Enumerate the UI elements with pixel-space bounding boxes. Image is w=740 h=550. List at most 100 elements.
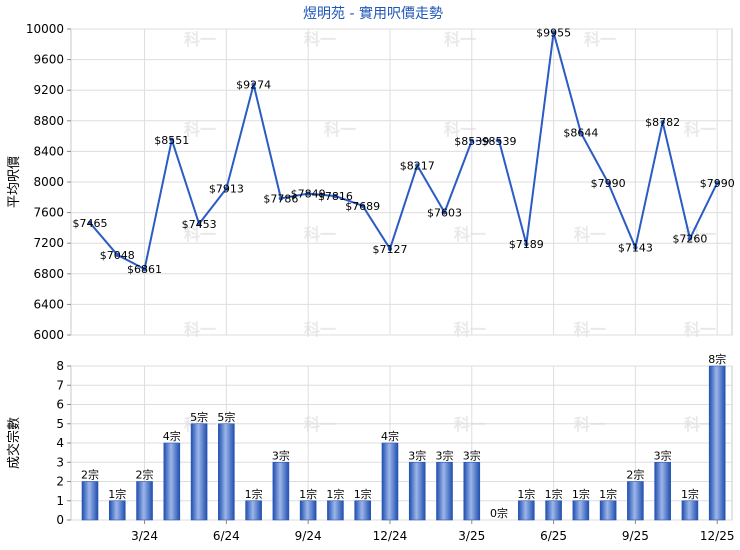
volume-bar xyxy=(81,481,99,521)
volume-bar xyxy=(654,461,671,521)
volume-y-tick-label: 0 xyxy=(56,513,64,527)
price-y-tick-label: 7600 xyxy=(33,206,64,220)
watermark-text: 科一 xyxy=(444,120,476,139)
volume-y-tick-label: 7 xyxy=(56,378,64,392)
price-data-label: $7990 xyxy=(700,177,735,190)
price-point xyxy=(87,220,93,226)
volume-bar xyxy=(463,461,481,521)
x-tick-label: 9/25 xyxy=(622,529,649,543)
volume-bar xyxy=(681,500,699,521)
price-y-tick-label: 9600 xyxy=(33,53,64,67)
price-line-segment xyxy=(661,121,691,239)
price-line-segment xyxy=(389,165,419,250)
volume-bar xyxy=(708,365,726,521)
watermark-text: 科一 xyxy=(454,415,486,434)
axes: 6000 6400 6800 7200 7600 8000 8400 8800 9200 9600… xyxy=(6,22,735,543)
volume-bar-label: 1宗 xyxy=(108,487,126,501)
x-tick-label: 12/24 xyxy=(373,529,408,543)
price-line-segment xyxy=(634,121,664,248)
watermark-text: 科一 xyxy=(574,320,606,339)
volume-bar xyxy=(572,500,590,521)
volume-bar-label: 2宗 xyxy=(626,468,644,482)
volume-bar xyxy=(436,461,453,521)
volume-y-tick-label: 2 xyxy=(56,475,64,489)
volume-bar xyxy=(408,461,426,521)
price-point xyxy=(605,180,611,185)
watermark-text: 科一 xyxy=(184,225,216,244)
price-point xyxy=(333,193,338,199)
volume-bar-label: 4宗 xyxy=(381,429,399,443)
price-data-label: $8782 xyxy=(645,116,680,129)
price-data-label: $8539 xyxy=(454,135,489,148)
price-y-tick-label: 9200 xyxy=(33,83,64,97)
volume-y-tick-label: 5 xyxy=(56,417,64,431)
volume-bar xyxy=(218,423,235,521)
price-y-tick-label: 7200 xyxy=(33,236,64,250)
volume-bar-label: 1宗 xyxy=(299,487,317,501)
x-tick-label: 6/25 xyxy=(540,529,567,543)
price-data-label: $7465 xyxy=(73,217,108,230)
price-data-label: $7260 xyxy=(672,233,707,246)
price-data-label: $9955 xyxy=(536,26,571,39)
watermark-text: 科一 xyxy=(684,120,716,139)
volume-y-tick-label: 1 xyxy=(56,494,64,508)
price-line-segment xyxy=(225,84,255,189)
price-line-segment xyxy=(89,222,119,256)
price-line-segment xyxy=(280,192,309,200)
price-line-segment xyxy=(552,32,582,133)
price-y-tick-label: 6400 xyxy=(33,297,64,311)
volume-bar xyxy=(518,500,535,521)
watermark-text: 科一 xyxy=(304,320,336,339)
price-data-label: $7127 xyxy=(372,243,407,256)
volume-bar xyxy=(381,442,399,521)
volume-bar xyxy=(327,500,344,521)
volume-bar-label: 8宗 xyxy=(708,352,726,366)
price-y-tick-label: 6800 xyxy=(33,267,64,281)
volume-bar-label: 1宗 xyxy=(245,487,263,501)
price-y-tick-label: 10000 xyxy=(26,22,64,36)
x-tick-label: 12/25 xyxy=(700,529,735,543)
price-line-segment xyxy=(198,188,228,225)
volume-axis-title: 成交宗數 xyxy=(6,417,22,469)
watermark-text: 科一 xyxy=(584,30,616,49)
price-point xyxy=(224,186,229,191)
volume-grid xyxy=(70,365,733,521)
price-data-label: $9274 xyxy=(236,79,271,92)
price-grid xyxy=(70,28,733,336)
price-data-label: $7786 xyxy=(263,192,298,205)
chart-title: 煜明苑 - 實用呎價走勢 xyxy=(303,5,443,22)
price-point xyxy=(660,119,665,125)
watermark-text: 科一 xyxy=(304,225,336,244)
watermark-text: 科一 xyxy=(184,320,216,339)
price-data-label: $7048 xyxy=(100,249,135,262)
price-line-segment xyxy=(308,192,336,198)
watermark-text: 科一 xyxy=(574,415,606,434)
price-data-label: $7990 xyxy=(591,177,626,190)
volume-bar-label: 3宗 xyxy=(654,448,672,462)
price-data-label: $7189 xyxy=(509,238,544,251)
price-data-label: $8217 xyxy=(400,159,435,172)
price-point xyxy=(169,137,175,143)
volume-bar-label: 5宗 xyxy=(217,410,235,424)
price-line-segment xyxy=(498,140,528,245)
price-line-segment xyxy=(116,253,146,271)
volume-bars: 2宗 1宗 2宗 4宗 5宗 5宗 1宗 3宗 1宗 1宗 1宗 4宗 3宗 3宗 3宗 0宗 1宗 1宗 1宗 1宗… xyxy=(81,352,726,521)
price-data-label: $7849 xyxy=(291,188,326,201)
price-axis-title: 平均呎價 xyxy=(7,156,22,208)
price-line-segment xyxy=(607,182,637,248)
price-line-segment xyxy=(443,140,473,213)
x-tick-label: 9/24 xyxy=(295,529,322,543)
volume-bar-label: 3宗 xyxy=(463,448,481,462)
price-point xyxy=(387,246,393,251)
watermark-text: 科一 xyxy=(574,225,606,244)
volume-bar-label: 4宗 xyxy=(163,429,181,443)
volume-y-tick-label: 4 xyxy=(56,436,64,450)
price-line-segment xyxy=(361,205,391,250)
volume-bar-label: 1宗 xyxy=(326,487,344,501)
price-data-label: $6861 xyxy=(127,263,162,276)
price-line-segment xyxy=(689,182,719,240)
volume-bar xyxy=(136,481,153,521)
volume-bar xyxy=(163,442,181,521)
watermark-text: 科一 xyxy=(684,415,716,434)
